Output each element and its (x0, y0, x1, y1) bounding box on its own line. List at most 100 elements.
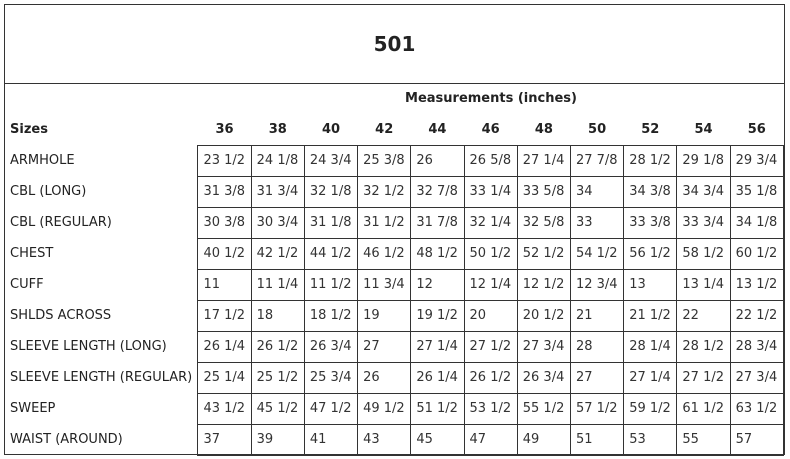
measurement-cell: 47 (463, 423, 518, 456)
measurement-cell: 27 3/4 (516, 330, 571, 363)
measurement-cell: 27 (569, 361, 625, 394)
measurement-cell: 34 3/4 (676, 175, 731, 208)
measurement-cell: 25 1/4 (197, 361, 252, 394)
measurement-cell: 28 3/4 (729, 330, 785, 363)
measurement-cell: 32 1/4 (463, 206, 518, 239)
measurement-cell: 57 (729, 423, 785, 456)
row-label: CHEST (10, 246, 54, 261)
measurement-cell: 20 1/2 (516, 299, 571, 332)
measurement-cell: 12 1/2 (516, 268, 571, 301)
measurement-cell: 53 1/2 (463, 392, 518, 425)
measurement-cell: 33 3/4 (676, 206, 731, 239)
measurement-cell: 26 5/8 (463, 144, 518, 177)
size-header: 50 (588, 121, 607, 137)
measurement-cell: 63 1/2 (729, 392, 785, 425)
measurement-cell: 33 3/8 (623, 206, 678, 239)
measurement-cell: 56 1/2 (623, 237, 678, 270)
row-label: CBL (LONG) (10, 184, 87, 199)
row-label: ARMHOLE (10, 153, 75, 168)
measurement-cell: 33 1/4 (463, 175, 518, 208)
measurement-cell: 13 1/4 (676, 268, 731, 301)
measurement-cell: 11 3/4 (357, 268, 412, 301)
measurement-cell: 34 1/8 (729, 206, 785, 239)
measurement-cell: 24 3/4 (303, 144, 359, 177)
measurement-cell: 45 (410, 423, 465, 456)
measurement-cell: 13 1/2 (729, 268, 785, 301)
row-label: SHLDS ACROSS (10, 308, 112, 323)
measurement-cell: 18 (250, 299, 305, 332)
size-header: 54 (694, 121, 713, 137)
measurement-cell: 54 1/2 (569, 237, 625, 270)
measurement-cell: 25 1/2 (250, 361, 305, 394)
size-chart: 501 Measurements (inches) Sizes 36 38 40 42… (4, 4, 785, 456)
measurement-cell: 21 (569, 299, 625, 332)
size-header: 48 (534, 121, 553, 137)
measurement-cell: 26 3/4 (516, 361, 571, 394)
table-row: SLEEVE LENGTH (REGULAR) 25 1/4 25 1/2 25 3/… (5, 361, 785, 394)
size-header: 44 (428, 121, 447, 137)
measurement-cell: 55 (676, 423, 731, 456)
table-row: SLEEVE LENGTH (LONG) 26 1/4 26 1/2 26 3/4 27… (5, 330, 785, 363)
measurement-cell: 47 1/2 (303, 392, 359, 425)
measurement-cell: 21 1/2 (623, 299, 678, 332)
measurement-cell: 28 1/2 (623, 144, 678, 177)
measurement-cell: 12 (410, 268, 465, 301)
measurement-cell: 26 (357, 361, 412, 394)
size-header: 38 (268, 121, 287, 137)
size-header: 40 (321, 121, 341, 137)
measurement-cell: 18 1/2 (303, 299, 359, 332)
measurement-cell: 40 1/2 (197, 237, 252, 270)
measurement-cell: 26 3/4 (303, 330, 359, 363)
row-label: CUFF (10, 277, 44, 292)
sizes-header: Sizes (10, 122, 48, 137)
measurement-cell: 24 1/8 (250, 144, 305, 177)
measurement-cell: 28 1/4 (623, 330, 678, 363)
measurement-cell: 44 1/2 (303, 237, 359, 270)
table-row: SHLDS ACROSS 17 1/2 18 18 1/2 19 19 1/2 20 20 1… (5, 299, 785, 332)
measurement-cell: 12 3/4 (569, 268, 625, 301)
measurement-cell: 26 1/4 (197, 330, 252, 363)
measurement-cell: 27 3/4 (729, 361, 785, 394)
measurement-cell: 39 (250, 423, 305, 456)
measurement-cell: 28 1/2 (676, 330, 731, 363)
table-row: ARMHOLE 23 1/2 24 1/8 24 3/4 25 3/8 26 26 5/8 2… (5, 144, 785, 177)
measurement-cell: 42 1/2 (250, 237, 305, 270)
measurement-cell: 26 1/2 (463, 361, 518, 394)
measurement-cell: 61 1/2 (676, 392, 731, 425)
measurement-cell: 27 7/8 (569, 144, 625, 177)
header-row: Sizes 36 38 40 42 44 46 48 50 52 54 56 (5, 114, 784, 145)
measurement-cell: 35 1/8 (729, 175, 785, 208)
measurement-cell: 28 (569, 330, 625, 363)
measurement-cell: 27 1/4 (516, 144, 571, 177)
measurement-cell: 26 1/2 (250, 330, 305, 363)
measurement-cell: 27 (357, 330, 412, 363)
measurement-cell: 34 (569, 175, 625, 208)
measurement-cell: 45 1/2 (250, 392, 305, 425)
measurement-cell: 31 7/8 (410, 206, 465, 239)
measurement-cell: 57 1/2 (569, 392, 625, 425)
measurement-cell: 26 1/4 (410, 361, 465, 394)
measurement-cell: 31 1/8 (303, 206, 359, 239)
measurement-cell: 17 1/2 (197, 299, 252, 332)
measurement-cell: 22 (676, 299, 731, 332)
measurement-cell: 46 1/2 (357, 237, 412, 270)
measurement-cell: 31 1/2 (357, 206, 412, 239)
measurement-cell: 13 (623, 268, 678, 301)
measurement-cell: 29 3/4 (729, 144, 785, 177)
row-label: SLEEVE LENGTH (LONG) (10, 339, 167, 354)
measurement-cell: 27 1/4 (410, 330, 465, 363)
measurement-cell: 53 (623, 423, 678, 456)
measurement-cell: 60 1/2 (729, 237, 785, 270)
size-header: 46 (481, 121, 500, 137)
measurement-cell: 23 1/2 (197, 144, 252, 177)
measurement-cell: 11 (197, 268, 252, 301)
measurement-cell: 12 1/4 (463, 268, 518, 301)
table-row: CBL (REGULAR) 30 3/8 30 3/4 31 1/8 31 1/2 31 … (5, 206, 785, 239)
measurement-cell: 30 3/4 (250, 206, 305, 239)
measurement-cell: 31 3/8 (197, 175, 252, 208)
measurement-cell: 30 3/8 (197, 206, 252, 239)
measurement-cell: 25 3/8 (357, 144, 412, 177)
table-row: CHEST 40 1/2 42 1/2 44 1/2 46 1/2 48 1/2 50 1/… (5, 237, 785, 270)
measurement-cell: 27 1/4 (623, 361, 678, 394)
measurement-cell: 43 (357, 423, 412, 456)
